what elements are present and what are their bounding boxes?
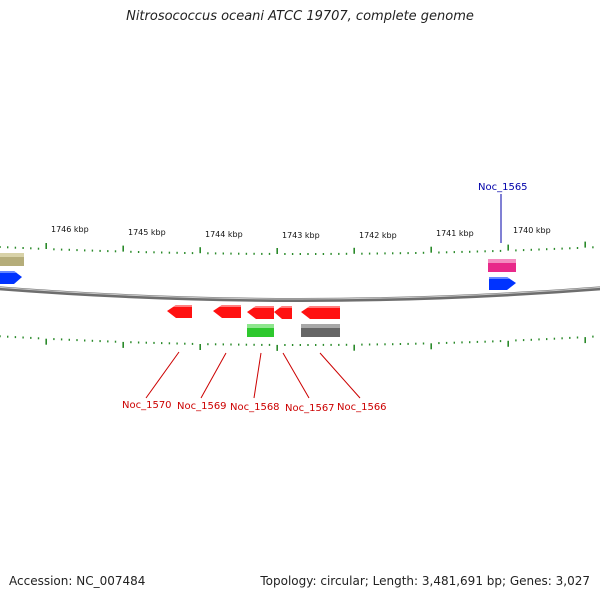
gene-label-noc-1566[interactable]: Noc_1566 xyxy=(337,402,387,413)
gene-feature-green[interactable] xyxy=(247,324,274,337)
gene-label-noc-1570[interactable]: Noc_1570 xyxy=(122,400,172,411)
scale-label-1745: 1745 kbp xyxy=(128,228,166,237)
gene-arrow-noc-1568[interactable] xyxy=(247,306,274,319)
scale-ticks-inner xyxy=(0,335,594,351)
scale-label-1746: 1746 kbp xyxy=(51,225,89,234)
genome-summary-text: Topology: circular; Length: 3,481,691 bp… xyxy=(260,574,590,588)
gene-label-noc-1565[interactable]: Noc_1565 xyxy=(478,182,528,193)
scale-label-1744: 1744 kbp xyxy=(205,230,243,239)
scale-ticks-outer xyxy=(0,241,594,255)
callout-noc-1568 xyxy=(253,352,262,399)
gene-label-noc-1567[interactable]: Noc_1567 xyxy=(285,403,335,414)
gene-arrow-noc-1567[interactable] xyxy=(274,306,292,319)
gene-arrow-noc-1570[interactable] xyxy=(167,305,192,318)
gene-label-noc-1568[interactable]: Noc_1568 xyxy=(230,402,280,413)
gene-arrow-noc-1566[interactable] xyxy=(301,306,340,319)
genome-backbone xyxy=(0,286,600,302)
callout-noc-1569 xyxy=(200,352,227,399)
gene-arrow-forward-left[interactable] xyxy=(0,271,22,284)
genome-title: Nitrosococcus oceani ATCC 19707, complet… xyxy=(126,9,474,24)
gene-feature-khaki[interactable] xyxy=(0,253,24,266)
gene-label-noc-1569[interactable]: Noc_1569 xyxy=(177,401,227,412)
scale-label-1743: 1743 kbp xyxy=(282,231,320,240)
callout-noc-1570 xyxy=(145,351,180,399)
gene-feature-pink[interactable] xyxy=(488,259,516,272)
callout-noc-1567 xyxy=(282,352,310,399)
accession-text: Accession: NC_007484 xyxy=(9,574,146,588)
gene-feature-gray[interactable] xyxy=(301,324,340,337)
scale-label-1742: 1742 kbp xyxy=(359,231,397,240)
callout-noc-1566 xyxy=(319,352,361,399)
scale-label-1741: 1741 kbp xyxy=(436,229,474,238)
scale-label-1740: 1740 kbp xyxy=(513,226,551,235)
gene-arrow-noc-1569[interactable] xyxy=(213,305,241,318)
gene-arrow-noc-1565[interactable] xyxy=(489,277,516,290)
